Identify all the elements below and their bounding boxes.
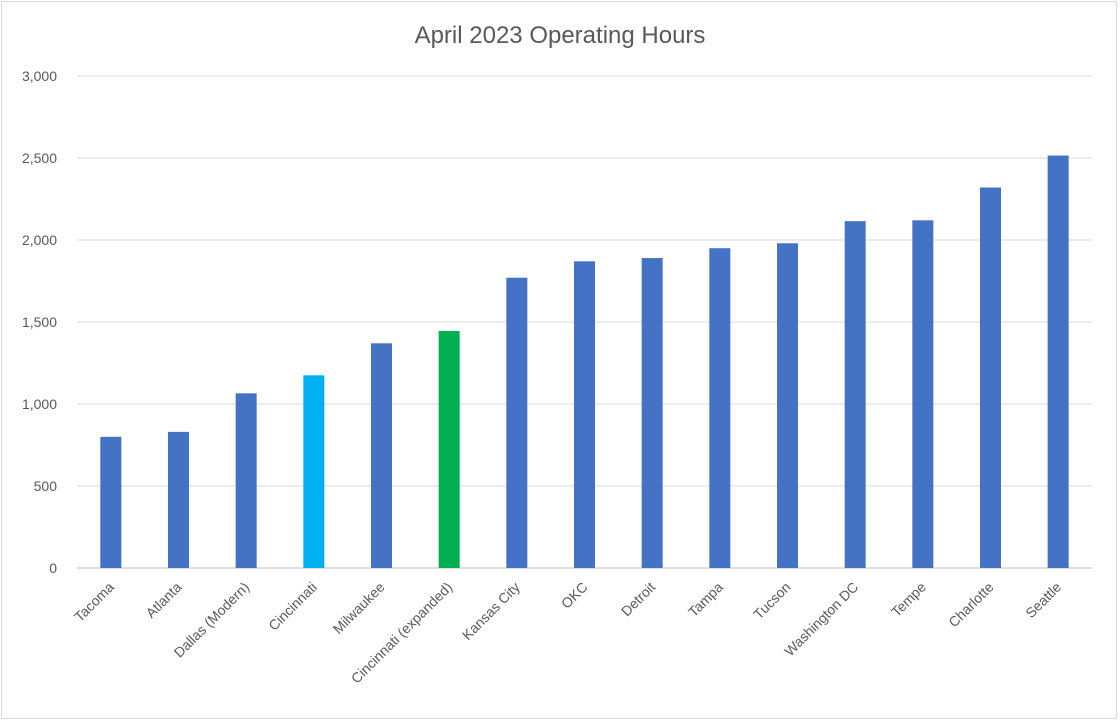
bar-kansas-city (506, 277, 528, 568)
bar-detroit (641, 258, 663, 568)
bar-charlotte (980, 187, 1001, 568)
y-tick-label: 1,500 (22, 314, 57, 330)
y-axis-ticks: 0 500 1,000 1,500 2,000 2,500 3,000 (22, 68, 57, 576)
x-category-label: Charlotte (945, 579, 997, 631)
bar-dallas-modern (235, 393, 257, 568)
bar-tacoma (100, 436, 122, 568)
x-category-label: Seattle (1022, 579, 1064, 621)
bars (100, 155, 1069, 569)
bar-okc (574, 261, 595, 568)
y-tick-label: 2,500 (22, 150, 57, 166)
y-tick-label: 500 (34, 478, 58, 494)
x-category-label: Tucson (750, 579, 793, 622)
x-category-label: Tampa (685, 579, 726, 620)
bar-atlanta (168, 431, 189, 568)
bar-milwaukee (371, 343, 392, 568)
x-category-label: OKC (558, 579, 591, 612)
x-category-label: Tacoma (71, 579, 117, 625)
chart-title: April 2023 Operating Hours (415, 22, 706, 49)
x-category-label: Washington DC (781, 579, 861, 659)
bar-seattle (1047, 155, 1069, 569)
y-tick-label: 1,000 (22, 396, 57, 412)
y-tick-label: 3,000 (22, 68, 57, 84)
bar-cincinnati (303, 375, 325, 568)
bar-washington-dc (844, 221, 866, 568)
x-category-label: Detroit (618, 579, 659, 620)
x-category-label: Atlanta (142, 579, 184, 621)
x-category-label: Tempe (888, 579, 929, 620)
x-category-label: Cincinnati (265, 579, 320, 634)
bar-cincinnati-expanded (438, 331, 460, 568)
x-category-label: Milwaukee (330, 579, 388, 637)
x-category-label: Kansas City (459, 579, 523, 643)
y-tick-label: 0 (49, 560, 57, 576)
bar-tempe (912, 220, 934, 568)
bar-tampa (709, 248, 731, 568)
bar-tucson (777, 243, 798, 568)
y-tick-label: 2,000 (22, 232, 57, 248)
